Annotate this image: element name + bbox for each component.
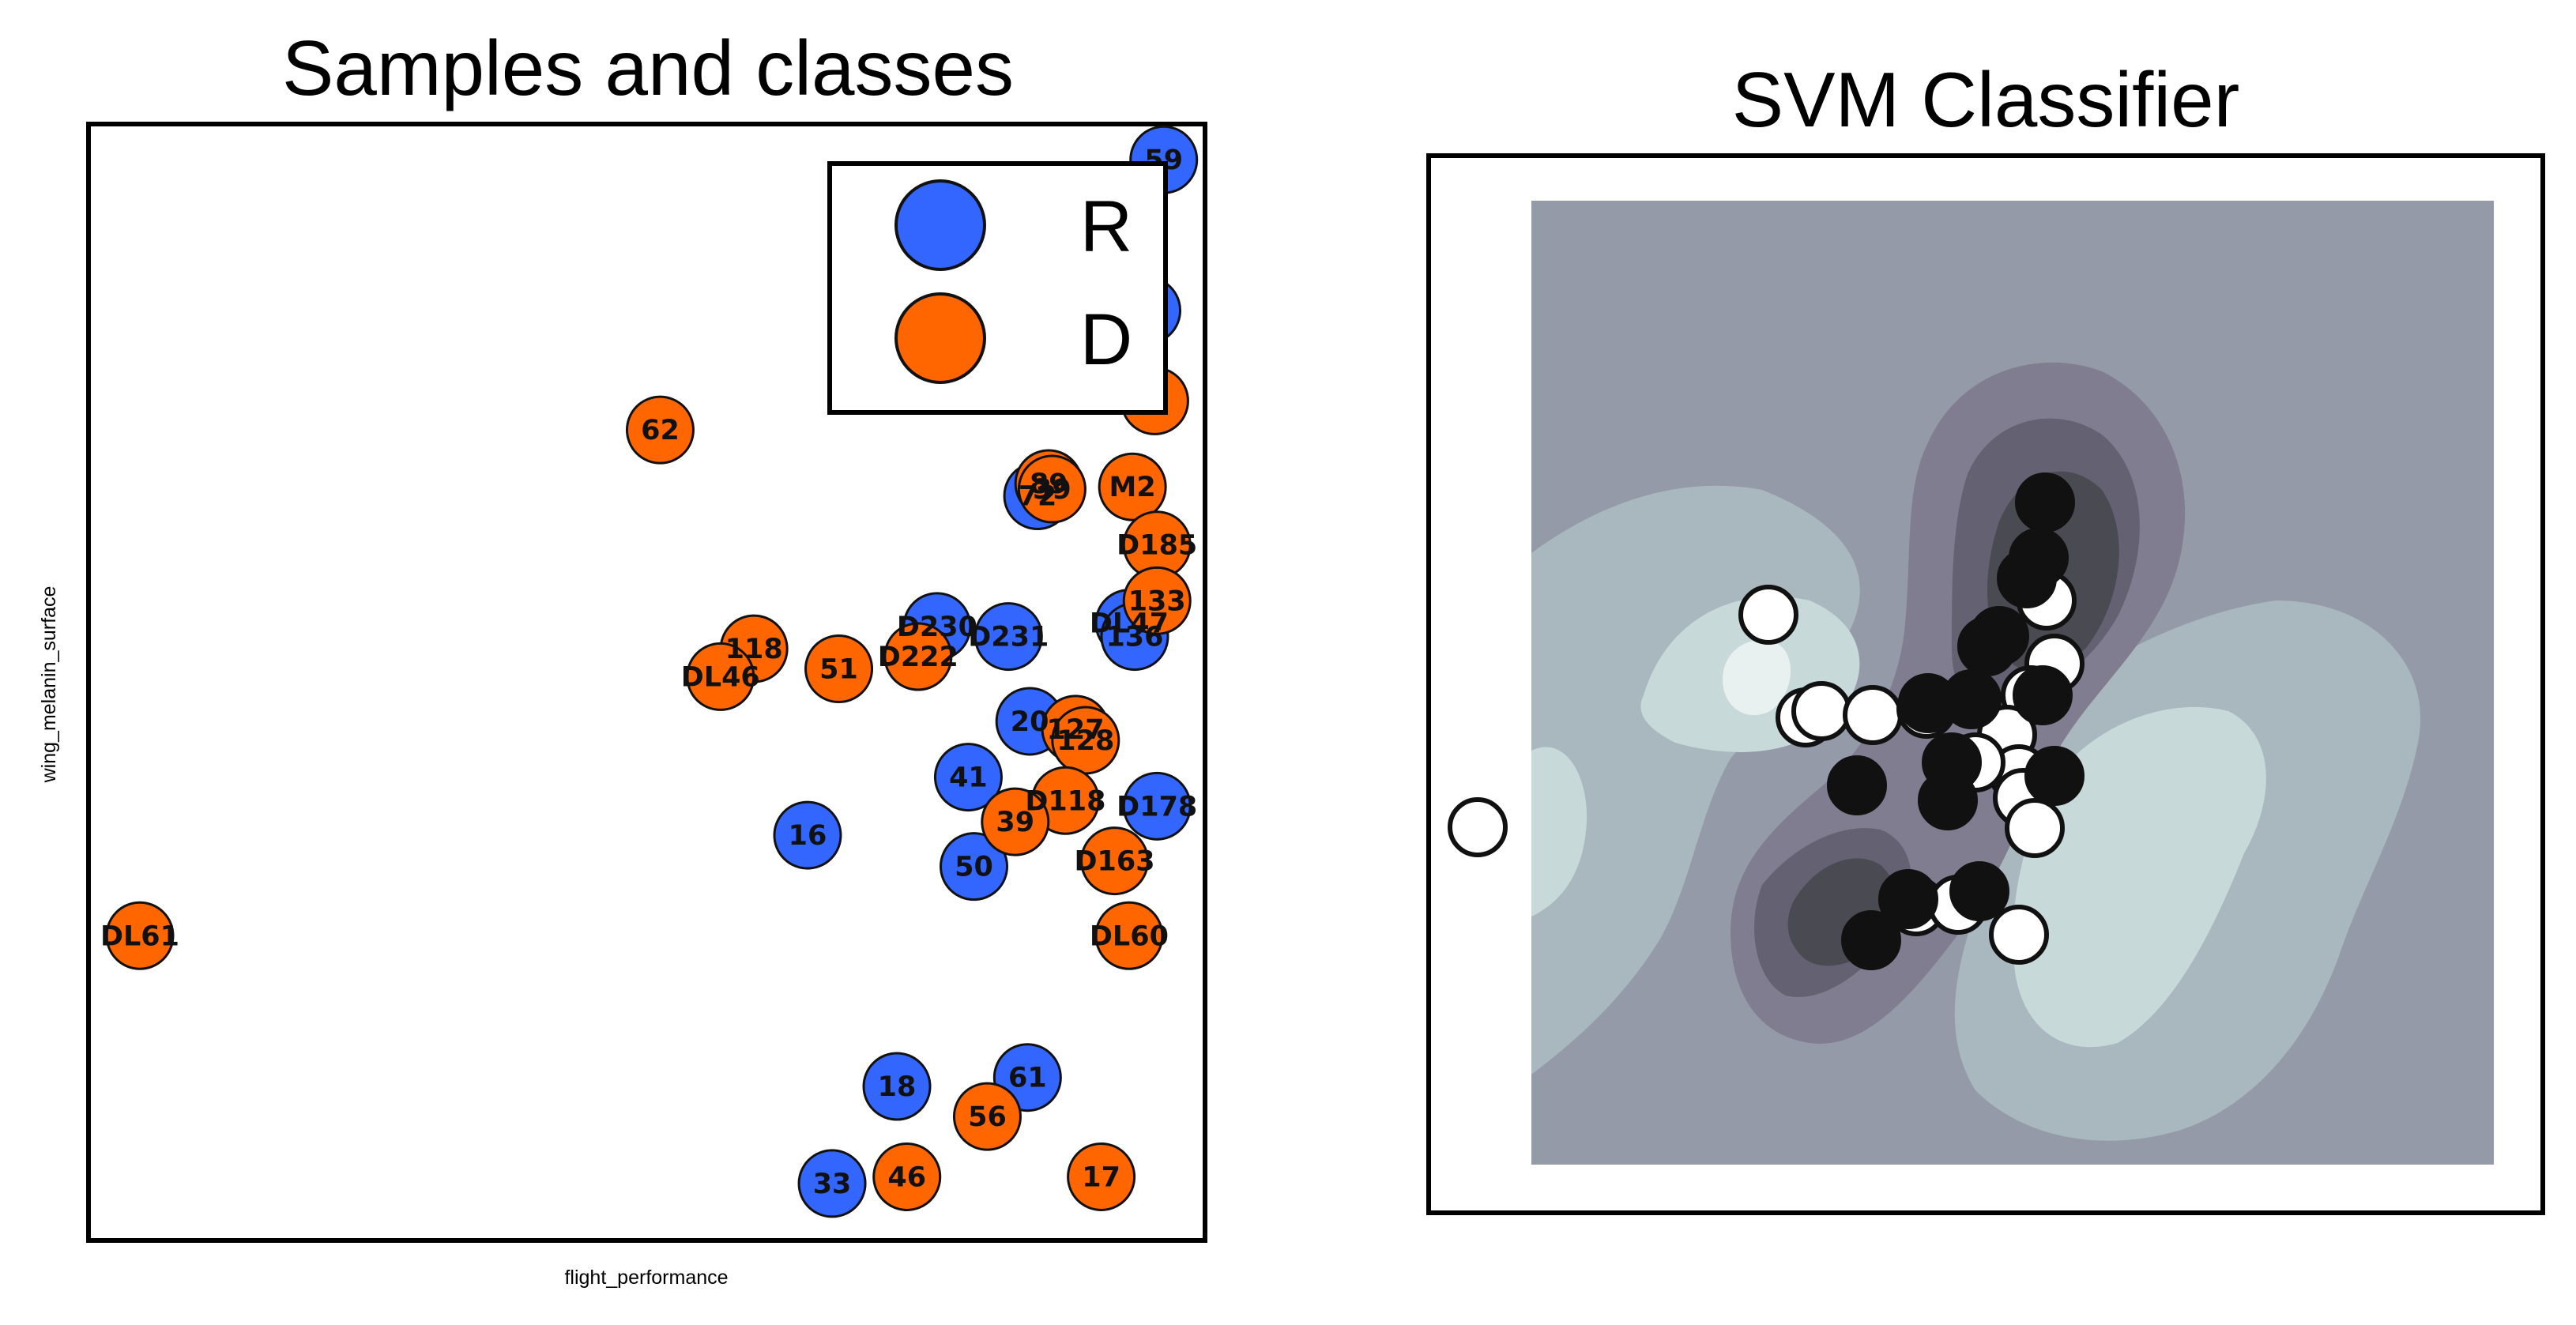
data-point-d [686, 642, 755, 711]
data-point-label: 72 [1019, 481, 1057, 513]
data-point-label: 33 [813, 1169, 852, 1200]
data-point-label: 41 [949, 762, 988, 794]
data-point-label: 17 [1082, 1161, 1120, 1193]
svm-point-class-black [2015, 472, 2075, 533]
svm-point-class-black [2013, 665, 2073, 725]
data-point-label: 133 [1128, 585, 1186, 617]
data-point-label: 61 [1008, 1063, 1047, 1094]
svm-point-class-black [1997, 548, 2057, 608]
data-point-label: 20 [1011, 706, 1049, 738]
svm-panel: SVM Classifier [1426, 56, 2545, 1215]
legend-marker-r [894, 179, 986, 271]
svm-point-class-black [1878, 869, 1938, 929]
svm-point-class-white [1843, 685, 1903, 745]
legend-marker-d [894, 292, 986, 384]
data-point-label: 18 [878, 1071, 917, 1103]
data-point-d [804, 634, 874, 704]
data-point-label: D178 [1117, 791, 1197, 822]
svm-point-class-black [2024, 746, 2085, 806]
data-point-label: 136 [1105, 622, 1163, 653]
data-point-d [1098, 452, 1167, 521]
data-point-label: 50 [955, 852, 993, 883]
data-point-r [862, 1052, 932, 1121]
data-point-d [1080, 826, 1150, 896]
data-point-r [1122, 771, 1192, 841]
data-point-d [1122, 566, 1192, 635]
svm-point-class-white [1448, 797, 1508, 857]
svm-point-class-white [1791, 681, 1851, 741]
svm-point-class-black [1841, 910, 1901, 970]
data-point-label: 127 [1047, 714, 1105, 746]
data-point-label: 39 [1033, 474, 1071, 506]
data-point-label: D230 [897, 612, 977, 643]
data-point-d [952, 1082, 1022, 1151]
data-point-d [105, 901, 175, 970]
legend-label-r: R [1080, 186, 1132, 267]
data-point-label: 62 [641, 415, 680, 446]
data-point-label: M2 [1109, 472, 1156, 503]
svm-point-class-black [1941, 669, 2002, 729]
scatter-points: 5972D230D231DL471362041D1781650611833962… [100, 125, 1199, 1218]
legend: R D [827, 161, 1168, 415]
data-point-r [940, 832, 1009, 902]
data-point-d [883, 622, 953, 691]
data-point-d [872, 1142, 942, 1211]
data-point-label: 46 [887, 1161, 926, 1193]
svm-point-class-black [1827, 755, 1887, 815]
chart-title-right: SVM Classifier [1732, 56, 2240, 143]
data-point-d [1017, 454, 1087, 524]
chart-title-left: Samples and classes [282, 24, 1014, 111]
data-point-label: DL61 [100, 920, 179, 952]
svm-point-class-white [2005, 798, 2065, 858]
x-axis-label: flight_performance [564, 1267, 728, 1289]
data-point-r [933, 743, 1003, 812]
data-point-label: 16 [789, 820, 827, 852]
data-point-label: 51 [819, 654, 858, 686]
svm-point-class-black [1957, 616, 2017, 676]
data-point-d [981, 787, 1050, 856]
data-point-label: D185 [1117, 530, 1197, 562]
data-point-label: 56 [968, 1101, 1007, 1133]
data-point-r [974, 602, 1043, 672]
data-point-label: D163 [1074, 846, 1154, 878]
svm-point-class-white [1738, 585, 1798, 645]
data-point-label: 128 [1056, 725, 1114, 757]
surface-region-whitish-left [1723, 640, 1791, 716]
data-point-r [773, 800, 842, 870]
legend-box [827, 161, 1168, 415]
data-point-label: D118 [1025, 785, 1105, 817]
svm-point-class-black [1918, 770, 1978, 830]
data-point-r [797, 1149, 867, 1218]
data-point-label: DL47 [1090, 608, 1169, 640]
svm-point-class-white [1989, 905, 2049, 965]
surface-region-edge-left [1531, 747, 1587, 917]
data-point-label: DL46 [681, 661, 760, 693]
svm-point-class-black [1949, 861, 2009, 921]
data-point-d [1094, 901, 1164, 970]
data-point-label: DL60 [1090, 920, 1169, 952]
svm-training-points [1448, 472, 2085, 970]
data-point-label: D222 [878, 642, 958, 673]
data-point-label: D231 [968, 622, 1049, 653]
data-point-label: 118 [725, 634, 783, 665]
y-axis-label: wing_melanin_surface [38, 586, 60, 784]
data-point-d [1067, 1142, 1136, 1211]
data-point-d [625, 395, 695, 465]
legend-label-d: D [1080, 299, 1132, 380]
data-point-label: 39 [996, 807, 1034, 838]
data-point-label: 89 [1030, 469, 1068, 500]
